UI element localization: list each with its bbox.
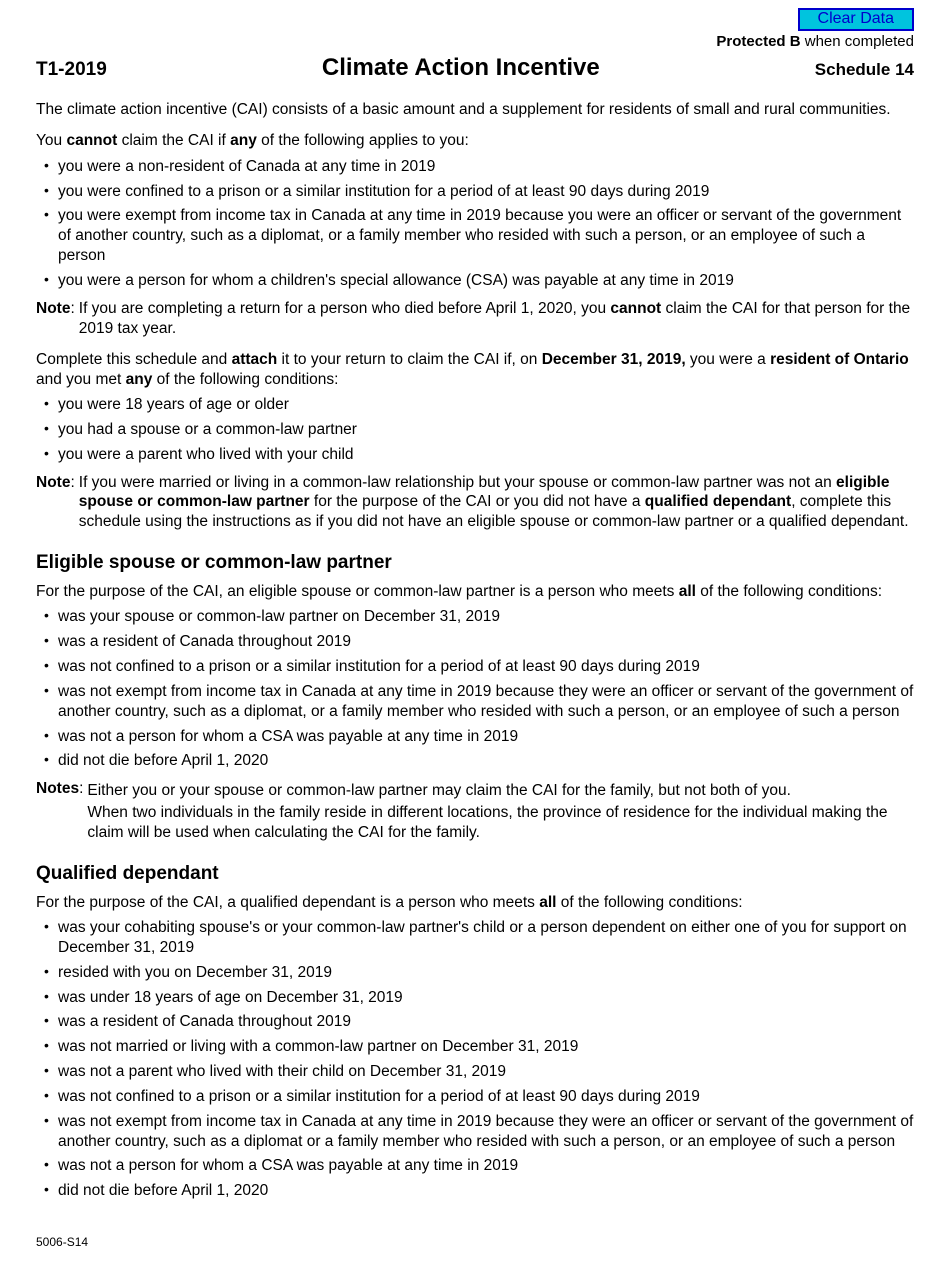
cannot-claim-list: you were a non-resident of Canada at any… [36, 157, 914, 291]
spouse-notes: Notes: Either you or your spouse or comm… [36, 779, 914, 842]
text: For the purpose of the CAI, a qualified … [36, 894, 539, 911]
list-item: was your spouse or common-law partner on… [36, 607, 914, 627]
text-bold: all [679, 583, 696, 600]
note-body: If you are completing a return for a per… [79, 299, 914, 339]
conditions-list: you were 18 years of age or older you ha… [36, 395, 914, 464]
list-item: you were a parent who lived with your ch… [36, 445, 914, 465]
text-bold: December 31, 2019, [542, 351, 686, 368]
list-item: did not die before April 1, 2020 [36, 751, 914, 771]
text: For the purpose of the CAI, an eligible … [36, 583, 679, 600]
text: claim the CAI if [117, 132, 230, 149]
dependant-heading: Qualified dependant [36, 863, 914, 885]
list-item: was not a person for whom a CSA was paya… [36, 727, 914, 747]
text: you were a [686, 351, 770, 368]
list-item: was not exempt from income tax in Canada… [36, 682, 914, 722]
spouse-heading: Eligible spouse or common-law partner [36, 552, 914, 574]
list-item: resided with you on December 31, 2019 [36, 963, 914, 983]
note-death: Note: If you are completing a return for… [36, 299, 914, 339]
text: of the following conditions: [696, 583, 882, 600]
text: You [36, 132, 66, 149]
list-item: did not die before April 1, 2020 [36, 1181, 914, 1201]
text: of the following conditions: [556, 894, 742, 911]
dependant-intro: For the purpose of the CAI, a qualified … [36, 893, 914, 912]
notes-body: Either you or your spouse or common-law … [87, 779, 914, 842]
list-item: was not a parent who lived with their ch… [36, 1062, 914, 1082]
colon: : [79, 779, 83, 842]
list-item: was your cohabiting spouse's or your com… [36, 918, 914, 958]
text: it to your return to claim the CAI if, o… [277, 351, 541, 368]
list-item: was not married or living with a common-… [36, 1037, 914, 1057]
list-item: you were 18 years of age or older [36, 395, 914, 415]
text: When two individuals in the family resid… [87, 803, 914, 843]
list-item: you were a non-resident of Canada at any… [36, 157, 914, 177]
list-item: you were a person for whom a children's … [36, 271, 914, 291]
attach-line: Complete this schedule and attach it to … [36, 350, 914, 389]
clear-data-button[interactable]: Clear Data [798, 8, 914, 31]
form-number-footer: 5006-S14 [36, 1235, 914, 1249]
text-bold: any [126, 371, 153, 388]
page-container: Clear Data Protected B when completed T1… [0, 0, 950, 1269]
list-item: was a resident of Canada throughout 2019 [36, 632, 914, 652]
dependant-list: was your cohabiting spouse's or your com… [36, 918, 914, 1201]
intro-text: The climate action incentive (CAI) consi… [36, 100, 914, 119]
protected-line: Protected B when completed [36, 33, 914, 50]
list-item: was not exempt from income tax in Canada… [36, 1112, 914, 1152]
top-button-row: Clear Data [36, 8, 914, 31]
note-eligible: Note: If you were married or living in a… [36, 473, 914, 532]
form-code: T1-2019 [36, 59, 107, 81]
text: If you were married or living in a commo… [79, 474, 836, 491]
list-item: you had a spouse or a common-law partner [36, 420, 914, 440]
text-bold: attach [232, 351, 278, 368]
protected-suffix: when completed [801, 33, 914, 50]
text-bold: any [230, 132, 257, 149]
spouse-list: was your spouse or common-law partner on… [36, 607, 914, 771]
text-bold: cannot [66, 132, 117, 149]
colon: : [70, 473, 74, 532]
note-body: If you were married or living in a commo… [79, 473, 914, 532]
protected-b-label: Protected B [716, 33, 800, 50]
text-bold: resident of Ontario [770, 351, 909, 368]
colon: : [70, 299, 74, 339]
note-label: Note [36, 299, 70, 339]
text: of the following applies to you: [257, 132, 469, 149]
list-item: was a resident of Canada throughout 2019 [36, 1012, 914, 1032]
text: Either you or your spouse or common-law … [87, 781, 914, 801]
text: and you met [36, 371, 126, 388]
text: of the following conditions: [152, 371, 338, 388]
schedule-label: Schedule 14 [815, 60, 914, 80]
note-label: Note [36, 473, 70, 532]
list-item: you were exempt from income tax in Canad… [36, 206, 914, 265]
text-bold: qualified dependant [645, 493, 791, 510]
cannot-claim-line: You cannot claim the CAI if any of the f… [36, 131, 914, 150]
page-title: Climate Action Incentive [107, 54, 815, 82]
list-item: was under 18 years of age on December 31… [36, 988, 914, 1008]
list-item: was not confined to a prison or a simila… [36, 657, 914, 677]
text-bold: cannot [610, 300, 661, 317]
spouse-intro: For the purpose of the CAI, an eligible … [36, 582, 914, 601]
text: for the purpose of the CAI or you did no… [310, 493, 645, 510]
text: If you are completing a return for a per… [79, 300, 611, 317]
header-row: T1-2019 Climate Action Incentive Schedul… [36, 54, 914, 82]
notes-label: Notes [36, 779, 79, 842]
list-item: was not confined to a prison or a simila… [36, 1087, 914, 1107]
text-bold: all [539, 894, 556, 911]
text: Complete this schedule and [36, 351, 232, 368]
list-item: you were confined to a prison or a simil… [36, 182, 914, 202]
list-item: was not a person for whom a CSA was paya… [36, 1156, 914, 1176]
